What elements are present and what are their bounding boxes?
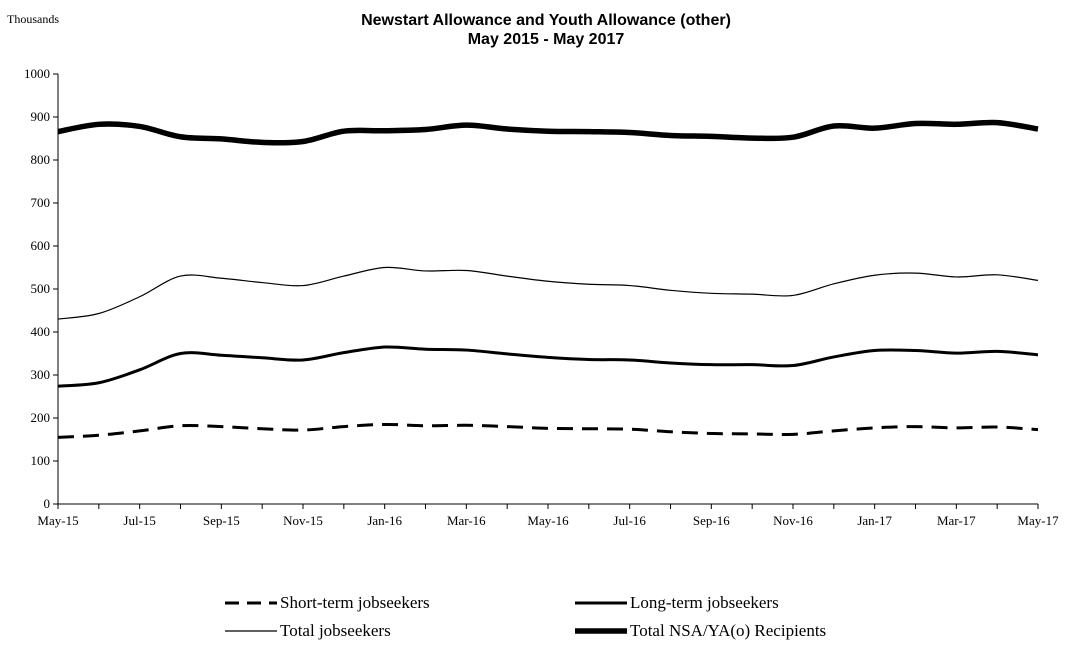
y-tick-label: 0 bbox=[44, 496, 51, 511]
x-tick-label: May-17 bbox=[1017, 513, 1059, 528]
legend-label: Total NSA/YA(o) Recipients bbox=[630, 621, 826, 640]
y-tick-label: 800 bbox=[31, 152, 51, 167]
x-tick-label: Mar-16 bbox=[447, 513, 486, 528]
series-line-long-term-jobseekers bbox=[57, 345, 1039, 388]
y-tick-label: 900 bbox=[31, 109, 51, 124]
x-tick-label: Nov-16 bbox=[773, 513, 813, 528]
y-tick-label: 500 bbox=[31, 281, 51, 296]
series-line-short-term-jobseekers bbox=[57, 422, 1039, 439]
x-tick-label: Jul-16 bbox=[613, 513, 646, 528]
legend-label: Short-term jobseekers bbox=[280, 593, 430, 612]
x-tick-label: Mar-17 bbox=[937, 513, 976, 528]
x-tick-label: Sep-16 bbox=[693, 513, 730, 528]
x-tick-label: May-16 bbox=[527, 513, 569, 528]
chart-title: Newstart Allowance and Youth Allowance (… bbox=[361, 12, 731, 29]
chart-subtitle: May 2015 - May 2017 bbox=[468, 31, 625, 48]
x-tick-label: Sep-15 bbox=[203, 513, 240, 528]
y-tick-label: 300 bbox=[31, 367, 51, 382]
y-tick-label: 700 bbox=[31, 195, 51, 210]
x-tick-label: Jan-16 bbox=[367, 513, 402, 528]
x-tick-label: Nov-15 bbox=[283, 513, 323, 528]
x-tick-label: Jan-17 bbox=[857, 513, 892, 528]
y-tick-label: 400 bbox=[31, 324, 51, 339]
x-tick-label: May-15 bbox=[37, 513, 78, 528]
y-unit-label: Thousands bbox=[7, 12, 59, 26]
y-tick-label: 200 bbox=[31, 410, 51, 425]
y-tick-label: 600 bbox=[31, 238, 51, 253]
legend-label: Long-term jobseekers bbox=[630, 593, 779, 612]
y-tick-label: 100 bbox=[31, 453, 51, 468]
series-line-total-jobseekers bbox=[57, 266, 1039, 320]
y-tick-label: 1000 bbox=[24, 66, 50, 81]
legend-label: Total jobseekers bbox=[280, 621, 391, 640]
x-tick-label: Jul-15 bbox=[123, 513, 156, 528]
series-line-total-nsa-ya-o-recipients bbox=[57, 119, 1039, 146]
